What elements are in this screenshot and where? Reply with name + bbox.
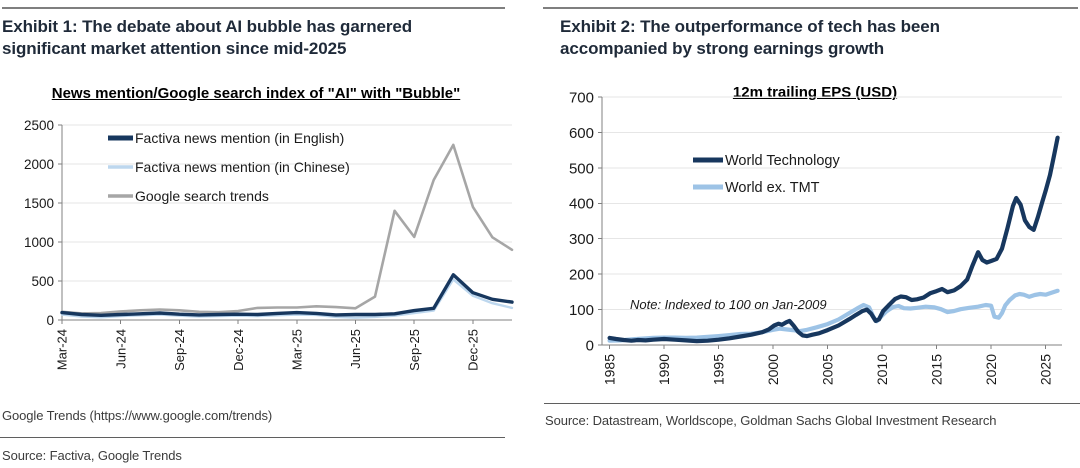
- y-tick-label: 500: [569, 160, 594, 177]
- x-tick-label: 2020: [983, 354, 999, 385]
- y-tick-label: 0: [46, 313, 54, 328]
- exhibit2-top-rule: [543, 7, 1078, 9]
- x-tick-label: 2025: [1038, 354, 1054, 385]
- legend-label-world-technology: World Technology: [725, 153, 840, 169]
- y-tick-label: 700: [569, 89, 594, 106]
- y-tick-label: 200: [569, 267, 594, 284]
- y-tick-label: 2500: [24, 118, 54, 133]
- y-tick-label: 400: [569, 196, 594, 213]
- exhibit1-chart-title: News mention/Google search index of "AI"…: [51, 85, 461, 102]
- exhibit2-chart: 0 100 200 300 400 500 600 700 1985 1990 1995 2000 20…: [569, 89, 1062, 385]
- y-tick-label: 0: [586, 337, 594, 354]
- x-tick-label: 2010: [874, 354, 890, 385]
- exhibit1-title: Exhibit 1: The debate about AI bubble ha…: [2, 17, 412, 58]
- exhibit1-footnote: Google Trends (https://www.google.com/tr…: [2, 408, 273, 423]
- y-tick-label: 1000: [24, 235, 54, 250]
- exhibit1-source: Source: Factiva, Google Trends: [2, 448, 182, 463]
- x-tick-label: 2015: [929, 354, 945, 385]
- exhibit2-source: Source: Datastream, Worldscope, Goldman …: [545, 413, 997, 428]
- exhibit2-title: Exhibit 2: The outperformance of tech ha…: [560, 17, 940, 58]
- legend-label-world-ex-tmt: World ex. TMT: [725, 180, 820, 196]
- exhibit1-chart: 0 500 1000 1500 2000 2500 Mar-24 Jun-24 Sep-24 De…: [24, 118, 514, 371]
- x-tick-label: Dec-25: [466, 329, 481, 371]
- x-tick-label: Dec-24: [231, 329, 246, 371]
- x-tick-label: 1995: [711, 354, 727, 385]
- x-tick-label: Jun-24: [113, 329, 128, 369]
- legend-label-factiva-english: Factiva news mention (in English): [135, 130, 344, 146]
- x-tick-label: 2005: [820, 354, 836, 385]
- x-tick-label: Sep-25: [407, 329, 422, 371]
- exhibit1-footer-rule: [0, 437, 505, 438]
- y-tick-label: 300: [569, 231, 594, 248]
- exhibit1-top-rule: [2, 7, 505, 9]
- exhibit1-panel: Exhibit 1: The debate about AI bubble ha…: [0, 7, 514, 463]
- chart-note: Note: Indexed to 100 on Jan-2009: [630, 297, 827, 312]
- x-tick-label: 2000: [765, 354, 781, 385]
- x-tick-label: 1985: [602, 354, 618, 385]
- legend-label-google-search-trends: Google search trends: [135, 188, 269, 204]
- y-tick-label: 500: [31, 274, 54, 289]
- series-world-technology: [607, 135, 1060, 344]
- y-tick-label: 2000: [24, 157, 54, 172]
- x-tick-label: Mar-24: [55, 329, 70, 370]
- y-tick-label: 1500: [24, 196, 54, 211]
- series-google-search-trends: [60, 143, 514, 315]
- y-tick-label: 600: [569, 125, 594, 142]
- x-tick-label: Sep-24: [172, 329, 187, 371]
- series-factiva-english: [60, 273, 514, 318]
- x-tick-label: Mar-25: [290, 329, 305, 370]
- exhibit2-footer-rule: [544, 403, 1080, 404]
- exhibit2-panel: Exhibit 2: The outperformance of tech ha…: [540, 0, 1080, 468]
- x-tick-label: 1990: [656, 354, 672, 385]
- legend-label-factiva-chinese: Factiva news mention (in Chinese): [135, 159, 350, 175]
- x-tick-label: Jun-25: [348, 329, 363, 369]
- y-tick-label: 100: [569, 302, 594, 319]
